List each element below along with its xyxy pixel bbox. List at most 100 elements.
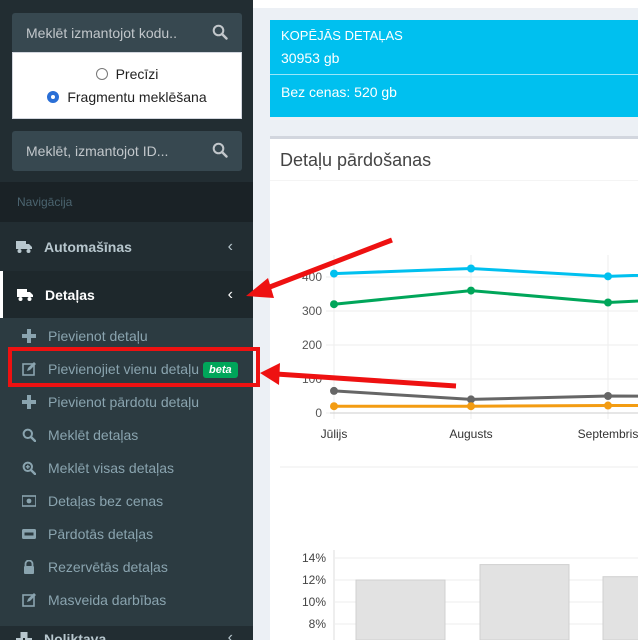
submenu-sold-parts-label: Pārdotās detaļas	[48, 526, 154, 542]
nav-header: Navigācija	[0, 182, 253, 222]
radio-exact-label: Precīzi	[115, 66, 159, 82]
submenu-search-all-parts-label: Meklēt visas detaļas	[48, 460, 175, 476]
edit-icon	[22, 362, 36, 376]
x-tick-label: Augusts	[449, 427, 492, 441]
submenu-search-parts[interactable]: Meklēt detaļas	[0, 419, 253, 452]
search-mode-group: Precīzi Fragmentu meklēšana	[12, 52, 242, 119]
series-point	[604, 401, 612, 410]
x-tick-label: Septembris	[578, 427, 638, 441]
plus-icon	[22, 329, 36, 343]
chevron-left-icon: ‹	[227, 238, 233, 255]
edit-icon	[22, 593, 36, 607]
radio-fragment-button[interactable]	[47, 91, 60, 103]
menu-item-warehouse[interactable]: Noliktava ‹	[0, 626, 253, 640]
series-point	[604, 298, 612, 307]
submenu-reserved-parts[interactable]: Rezervētās detaļas	[0, 551, 253, 584]
series-point	[467, 286, 475, 295]
search-icon	[22, 428, 36, 442]
y-tick-label: 8%	[309, 617, 327, 631]
annotation-arrowhead-parts	[246, 278, 274, 298]
submenu-bulk-actions-label: Masveida darbības	[48, 592, 167, 608]
no-price-count: Bez cenas: 520 gb	[281, 84, 397, 100]
info-box-divider	[270, 74, 638, 75]
annotation-arrowhead-add-single	[260, 363, 280, 385]
series-point	[467, 264, 475, 273]
series-point	[604, 392, 612, 400]
search-plus-icon	[22, 461, 36, 475]
series-point	[604, 272, 612, 281]
cubes-icon	[16, 632, 32, 640]
menu-item-cars[interactable]: Automašīnas ‹	[0, 223, 253, 271]
submenu-parts-no-price-label: Detaļas bez cenas	[48, 493, 164, 509]
code-search-input[interactable]: Meklēt izmantojot kodu..	[12, 13, 242, 53]
menu-item-warehouse-label: Noliktava	[44, 631, 107, 640]
y-tick-label: 14%	[302, 551, 326, 565]
y-tick-label: 10%	[302, 595, 326, 609]
chevron-left-icon: ‹	[227, 629, 233, 640]
submenu-add-part-label: Pievienot detaļu	[48, 328, 148, 344]
id-search-placeholder: Meklēt, izmantojot ID...	[26, 143, 169, 159]
submenu-search-all-parts[interactable]: Meklēt visas detaļas	[0, 452, 253, 485]
y-tick-label: 0	[315, 406, 322, 420]
total-parts-box: KOPĒJĀS DETAĻAS 30953 gb Bez cenas: 520 …	[270, 20, 638, 117]
radio-fragment-label: Fragmentu meklēšana	[67, 89, 207, 105]
bar-chart: 8% 10% 12% 14%	[302, 550, 638, 640]
series-line	[333, 289, 638, 306]
annotation-overlay	[8, 237, 457, 389]
annotation-arrow-parts	[261, 237, 393, 293]
y-tick-label: 200	[302, 338, 322, 352]
series-point	[467, 402, 475, 411]
x-tick-label: Jūlijs	[321, 427, 348, 441]
menu-item-parts[interactable]: Detaļas ‹	[0, 271, 253, 319]
series-point	[330, 402, 338, 411]
nav-header-label: Navigācija	[17, 195, 73, 209]
menu-item-cars-label: Automašīnas	[44, 239, 132, 255]
bar	[479, 564, 570, 640]
bar	[602, 576, 638, 640]
truck-icon	[16, 241, 32, 253]
code-search-placeholder: Meklēt izmantojot kodu..	[26, 25, 177, 41]
money-icon	[22, 495, 36, 507]
panel-header-divider	[270, 180, 638, 181]
series-line	[333, 389, 638, 401]
sidebar: Meklēt izmantojot kodu.. Precīzi Fragmen…	[0, 0, 253, 640]
y-tick-label: 300	[302, 304, 322, 318]
submenu-sold-parts[interactable]: Pārdotās detaļas	[0, 518, 253, 551]
annotation-arrow-add-single	[275, 371, 457, 389]
submenu-add-part[interactable]: Pievienot detaļu	[0, 320, 253, 353]
truck-icon	[17, 289, 33, 301]
submenu-bulk-actions[interactable]: Masveida darbības	[0, 584, 253, 617]
panel-title: Detaļu pārdošanas	[280, 150, 432, 170]
lock-icon	[24, 560, 34, 574]
search-icon[interactable]	[212, 24, 228, 40]
annotation-highlight-box	[8, 347, 260, 387]
radio-fragment[interactable]: Fragmentu meklēšana	[13, 89, 241, 105]
series-point	[467, 395, 475, 404]
submenu-parts-no-price[interactable]: Detaļas bez cenas	[0, 485, 253, 518]
y-tick-label: 12%	[302, 573, 326, 587]
submenu-reserved-parts-label: Rezervētās detaļas	[48, 559, 168, 575]
series-line	[334, 404, 638, 408]
beta-badge: beta	[203, 362, 238, 378]
bar	[355, 579, 446, 640]
submenu-add-single-part-text: Pievienojiet vienu detaļu	[48, 361, 199, 377]
series-point	[330, 386, 338, 395]
search-icon[interactable]	[212, 142, 228, 158]
total-parts-title: KOPĒJĀS DETAĻAS	[281, 28, 403, 43]
series-point	[330, 269, 338, 278]
plus-icon	[22, 395, 36, 409]
menu-item-parts-label: Detaļas	[45, 287, 95, 303]
radio-exact-button[interactable]	[95, 68, 108, 80]
submenu-add-single-part[interactable]: Pievienojiet vienu detaļu beta	[0, 353, 253, 386]
submenu-search-parts-label: Meklēt detaļas	[48, 427, 139, 443]
submenu-add-sold-part[interactable]: Pievienot pārdotu detaļu	[0, 386, 253, 419]
radio-exact[interactable]: Precīzi	[13, 66, 241, 82]
submenu-add-single-part-label: Pievienojiet vienu detaļu beta	[48, 361, 238, 378]
top-bar	[253, 0, 638, 8]
series-point	[330, 300, 338, 309]
visa-card-icon	[22, 529, 36, 539]
submenu-add-sold-part-label: Pievienot pārdotu detaļu	[48, 394, 199, 410]
id-search-input[interactable]: Meklēt, izmantojot ID...	[12, 131, 242, 171]
